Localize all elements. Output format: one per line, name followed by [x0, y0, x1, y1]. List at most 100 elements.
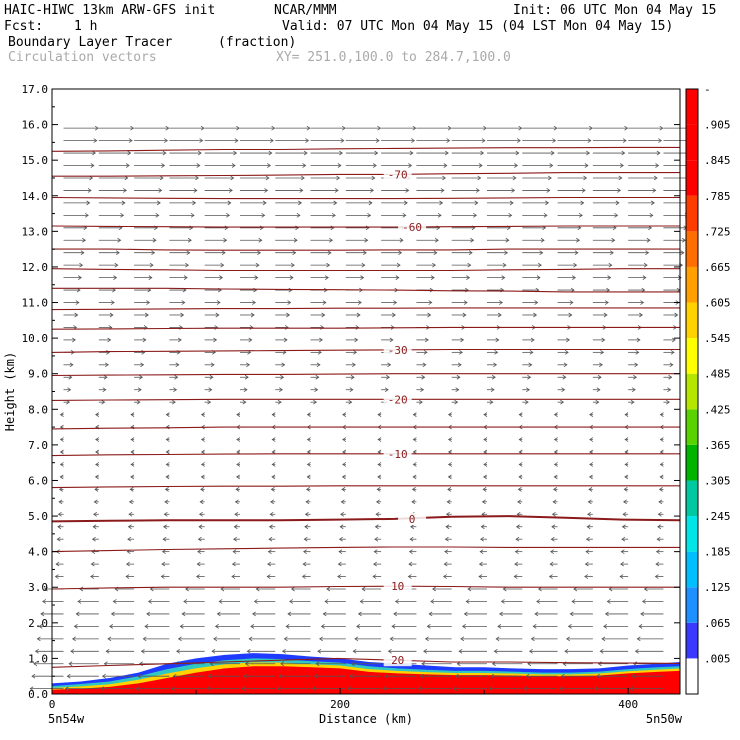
vector-arrowhead [424, 636, 429, 642]
vector-arrowhead [55, 561, 60, 567]
vector-arrowhead [494, 350, 499, 355]
vector-arrowhead [566, 337, 571, 343]
vector-arrowhead [183, 599, 188, 604]
vector-arrowhead [430, 275, 435, 280]
vector-arrowhead [125, 163, 130, 168]
vector-arrowhead [601, 636, 606, 642]
vector-arrowhead [342, 437, 347, 442]
vector-arrowhead [375, 499, 380, 505]
vector-arrowhead [302, 561, 307, 567]
vector-arrowhead [149, 262, 154, 268]
vector-arrowhead [443, 561, 448, 567]
vector-arrowhead [278, 673, 283, 679]
vector-arrowhead [463, 300, 468, 305]
vector-arrowhead [304, 524, 309, 530]
vector-arrowhead [659, 474, 664, 480]
vector-arrowhead [324, 599, 329, 604]
vector-arrowhead [92, 150, 97, 156]
vector-arrowhead [623, 499, 627, 505]
vector-arrowhead [478, 163, 483, 168]
vector-arrowhead [581, 188, 586, 193]
vector-arrowhead [634, 362, 639, 368]
vector-arrowhead [621, 524, 626, 530]
vector-arrowhead [246, 648, 251, 654]
vector-arrowhead [624, 474, 629, 480]
vector-arrowhead [36, 636, 41, 642]
vector-arrowhead [115, 250, 120, 256]
vector-arrowhead [176, 648, 181, 654]
vector-arrowhead [479, 549, 484, 554]
vector-arrowhead [552, 499, 557, 505]
vector-arrowhead [443, 163, 448, 168]
vector-arrowhead [192, 200, 197, 206]
vector-arrowhead [518, 474, 523, 480]
vector-arrowhead [654, 574, 659, 579]
vector-arrowhead [79, 586, 84, 592]
vector-arrowhead [29, 686, 34, 691]
vector-arrowhead [257, 250, 262, 256]
colorbar-frame [685, 88, 699, 695]
plot-frame [51, 88, 681, 695]
fcst-label: Fcst: [4, 19, 44, 34]
vector-arrowhead [326, 262, 331, 268]
vector-arrowhead [384, 673, 389, 679]
vector-arrowhead [640, 300, 645, 305]
vector-arrowhead [165, 424, 170, 430]
vector-arrowhead [84, 213, 89, 218]
vector-arrowhead [144, 624, 149, 629]
vector-arrowhead [171, 399, 176, 405]
valid-time: Valid: 07 UTC Mon 04 May 15 (04 LST Mon … [282, 19, 674, 34]
vector-arrowhead [360, 275, 365, 280]
vector-arrowhead [395, 275, 400, 280]
vector-arrowhead [165, 474, 170, 480]
vector-arrowhead [199, 499, 204, 505]
vector-arrowhead [148, 275, 153, 280]
vector-arrowhead [200, 487, 205, 492]
vector-arrowhead [631, 673, 636, 679]
x-end-label-left: 5n54w [48, 712, 85, 726]
vector-arrowhead [629, 686, 634, 691]
vector-arrowhead [624, 462, 629, 467]
colorbar-segment [686, 516, 698, 552]
vector-arrowhead [181, 611, 186, 617]
vector-arrowhead [377, 412, 382, 417]
vector-arrowhead [658, 138, 663, 143]
vector-arrowhead [493, 648, 498, 654]
vector-arrowhead [64, 686, 69, 691]
vector-arrowhead [600, 350, 605, 355]
vector-arrowhead [200, 437, 205, 442]
vector-arrowhead [258, 237, 263, 243]
vector-arrowhead [483, 437, 488, 442]
vector-arrowhead [377, 474, 382, 480]
vector-arrowhead [619, 574, 624, 579]
vector-arrowhead [317, 648, 322, 654]
colorbar-segment [686, 160, 698, 196]
vector-arrowhead [56, 536, 61, 542]
vector-arrowhead [136, 399, 141, 405]
vector-arrowhead [128, 499, 133, 505]
vector-arrowhead [481, 499, 486, 505]
vector-arrowhead [231, 561, 236, 567]
colorbar-segment [686, 338, 698, 374]
vector-arrowhead [428, 300, 433, 305]
vector-arrowhead [79, 262, 84, 268]
contour-label: -60 [402, 221, 422, 234]
vector-arrowhead [459, 350, 463, 355]
vector-arrowhead [408, 163, 413, 168]
xy-range: XY= 251.0,100.0 to 284.7,100.0 [276, 50, 511, 65]
vector-arrowhead [106, 350, 111, 355]
colorbar-tick-label: .185 [704, 546, 731, 559]
vector-arrowhead [396, 262, 401, 268]
vector-arrowhead [608, 262, 613, 268]
vector-arrowhead [281, 648, 286, 654]
vector-arrowhead [94, 487, 99, 492]
vector-arrowhead [295, 225, 300, 231]
colorbar-segment [686, 124, 698, 161]
vector-arrowhead [514, 549, 519, 554]
vector-arrowhead [372, 163, 377, 168]
contour-label: -70 [388, 168, 408, 181]
vector-arrowhead [370, 188, 375, 193]
vector-arrowhead [234, 138, 239, 143]
y-tick-label: 4.0 [28, 546, 48, 559]
vector-arrowhead [434, 237, 439, 243]
